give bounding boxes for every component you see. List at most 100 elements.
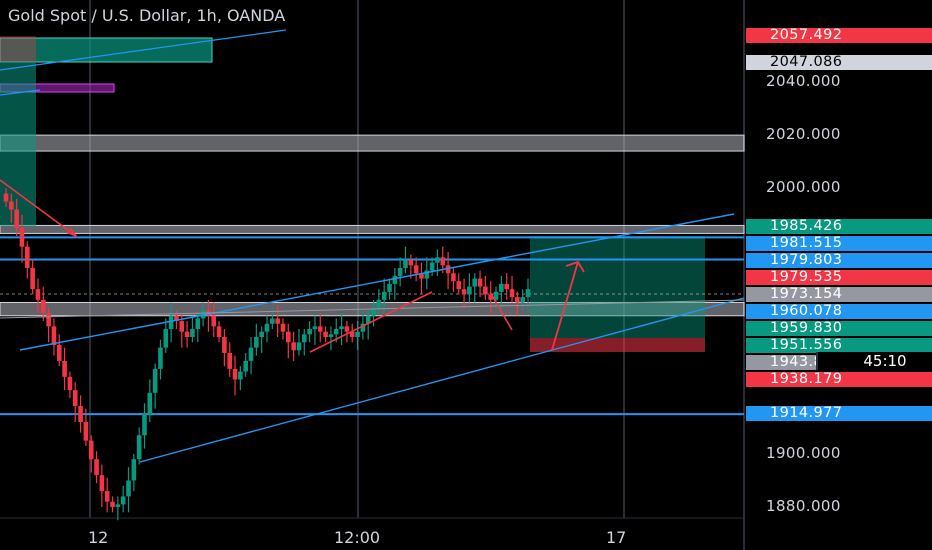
arrow-line-up: [309, 291, 433, 353]
candle-body-3: [19, 228, 25, 247]
candle-body-69: [371, 307, 376, 316]
candle-body-6: [35, 289, 41, 300]
arrow-projection: [551, 260, 585, 351]
price-tag-3: 1981.515: [746, 235, 932, 251]
trendline-mid: [0, 299, 745, 319]
candle-body-4: [25, 246, 30, 268]
price-tag-1: 2047.086: [746, 55, 932, 71]
candle-body-16: [88, 440, 94, 460]
candle-body-17: [94, 459, 99, 476]
candle-body-26: [142, 414, 147, 436]
candle-body-61: [328, 334, 334, 337]
candle-body-21: [115, 504, 121, 507]
arrow-down-left: [0, 179, 79, 238]
candle-body-67: [360, 323, 366, 332]
candle-body-8: [46, 313, 51, 327]
candle-body-75: [403, 259, 408, 268]
trendline-top-left: [0, 29, 287, 71]
candle-body-55: [296, 342, 302, 351]
candle-body-83: [445, 265, 451, 274]
candle-body-96: [515, 297, 520, 303]
gray-zone-1: [0, 224, 745, 234]
candle-body-48: [259, 331, 264, 337]
candle-body-5: [30, 267, 35, 290]
candle-body-47: [254, 337, 259, 348]
candle-body-85: [456, 281, 462, 290]
price-tag-11: 1938.179: [746, 371, 932, 387]
x-tick-1: 12:00: [334, 528, 381, 547]
candle-body-64: [344, 326, 350, 332]
candle-body-62: [333, 329, 339, 335]
long-position-stop-zone: [530, 338, 705, 352]
candle-body-50: [270, 318, 275, 324]
candle-body-29: [158, 347, 163, 369]
candle-body-40: [216, 326, 222, 337]
candle-body-65: [349, 331, 355, 337]
candle-body-43: [232, 368, 238, 380]
candle-body-25: [136, 435, 142, 460]
gray-zone-0: [0, 134, 745, 152]
candle-body-87: [467, 286, 472, 295]
channel-upper: [19, 213, 735, 351]
candle-body-18: [99, 475, 105, 492]
candle-body-36: [195, 318, 201, 330]
bar-countdown: 45:10: [816, 352, 932, 370]
candle-body-93: [499, 283, 504, 292]
channel-lower: [139, 297, 745, 463]
candle-body-45: [243, 360, 248, 372]
y-tick-2: 2000.000: [766, 178, 841, 197]
candle-body-88: [472, 278, 478, 287]
candle-body-77: [413, 265, 419, 274]
candle-body-35: [190, 329, 195, 337]
candle-body-53: [286, 331, 291, 343]
price-tag-7: 1960.078: [746, 303, 932, 319]
candle-body-46: [248, 347, 254, 361]
price-tag-8: 1959.830: [746, 320, 932, 336]
candle-body-27: [147, 392, 153, 415]
candle-body-41: [222, 337, 227, 353]
candle-body-1: [9, 201, 14, 210]
candle-body-84: [451, 273, 456, 282]
candle-body-22: [120, 496, 126, 505]
price-tag-4: 1979.803: [746, 252, 932, 268]
candle-body-44: [238, 371, 243, 380]
candle-body-9: [51, 326, 57, 345]
candle-body-97: [520, 297, 525, 303]
candle-body-71: [381, 291, 387, 300]
y-tick-3: 1900.000: [766, 443, 841, 462]
candle-body-78: [419, 273, 424, 279]
long-position-profit-zone: [530, 236, 705, 338]
candle-body-72: [387, 283, 392, 292]
candle-body-91: [488, 294, 494, 300]
candle-body-92: [493, 291, 499, 300]
candle-body-42: [227, 352, 233, 369]
candle-body-19: [104, 491, 110, 502]
candle-body-20: [110, 501, 115, 507]
candle-body-28: [152, 368, 158, 393]
candle-body-14: [78, 406, 83, 422]
candle-body-66: [355, 331, 360, 337]
candle-body-95: [509, 289, 515, 298]
price-tag-6: 1973.154: [746, 286, 932, 302]
candle-body-33: [179, 321, 185, 332]
candle-body-32: [174, 315, 179, 322]
candle-body-58: [312, 326, 318, 330]
candle-body-23: [126, 480, 131, 497]
candle-body-94: [504, 283, 509, 290]
candle-body-56: [301, 334, 307, 343]
candle-body-10: [56, 344, 62, 361]
candle-body-54: [291, 342, 296, 351]
candle-body-86: [461, 289, 467, 295]
candle-body-24: [131, 459, 137, 481]
candle-body-79: [424, 270, 430, 279]
candle-body-73: [392, 275, 398, 284]
arrow-line-down: [489, 291, 513, 331]
candle-body-74: [397, 267, 403, 276]
candle-body-15: [83, 422, 89, 441]
x-tick-0: 12: [88, 528, 109, 547]
y-tick-1: 2020.000: [766, 125, 841, 144]
price-tag-2: 1985.426: [746, 218, 932, 234]
candle-body-81: [435, 257, 440, 263]
